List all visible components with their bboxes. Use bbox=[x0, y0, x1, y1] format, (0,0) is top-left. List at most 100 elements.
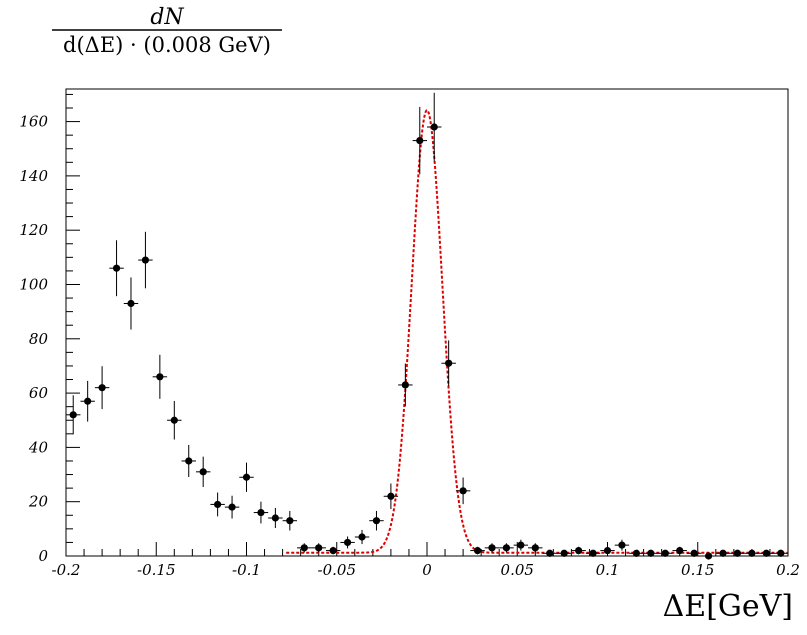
x-tick-label: -0.15 bbox=[137, 561, 175, 579]
data-point-marker bbox=[343, 538, 352, 547]
data-point-marker bbox=[127, 299, 135, 308]
data-point bbox=[455, 477, 471, 505]
data-point bbox=[268, 507, 283, 529]
data-point bbox=[427, 92, 442, 162]
data-point-marker bbox=[141, 256, 150, 264]
data-point-marker bbox=[661, 549, 669, 557]
data-point bbox=[123, 277, 139, 330]
data-point bbox=[195, 456, 211, 488]
data-point bbox=[629, 549, 644, 557]
data-point-marker bbox=[762, 549, 770, 557]
y-tick-label: 80 bbox=[29, 330, 49, 348]
data-point-marker bbox=[459, 487, 467, 495]
data-point-marker bbox=[257, 508, 265, 517]
x-tick-label: -0.1 bbox=[232, 561, 261, 579]
x-axis-title: ΔE[GeV] bbox=[663, 589, 793, 624]
data-point-marker bbox=[546, 549, 554, 557]
data-point bbox=[686, 549, 702, 557]
data-point-marker bbox=[517, 541, 525, 549]
data-point bbox=[282, 510, 298, 531]
data-point-marker bbox=[98, 384, 106, 392]
data-point-marker bbox=[156, 373, 164, 381]
data-point-marker bbox=[473, 546, 482, 555]
data-point bbox=[354, 529, 370, 545]
data-point bbox=[643, 549, 659, 557]
data-point-marker bbox=[185, 457, 193, 465]
data-point bbox=[297, 543, 312, 553]
data-point-marker bbox=[575, 546, 583, 555]
data-point-marker bbox=[647, 549, 655, 557]
data-points-layer bbox=[66, 92, 788, 560]
data-point bbox=[571, 546, 586, 555]
data-point-marker bbox=[112, 264, 121, 272]
data-point bbox=[109, 240, 124, 297]
y-axis-title: dN d(ΔE) · (0.008 GeV) bbox=[52, 5, 282, 57]
y-tick-label: 20 bbox=[28, 493, 49, 511]
x-axis-ticks: -0.2 -0.15 -0.1 -0.05 0 0.05 0.1 0.15 0.2 bbox=[52, 542, 800, 579]
data-point bbox=[239, 462, 254, 492]
data-point bbox=[340, 536, 355, 549]
data-point-marker bbox=[748, 549, 756, 557]
data-point bbox=[658, 549, 673, 557]
data-point bbox=[325, 546, 341, 555]
data-point bbox=[224, 495, 240, 519]
data-point bbox=[528, 543, 543, 553]
data-point-marker bbox=[618, 541, 626, 549]
data-point-marker bbox=[560, 549, 568, 557]
data-point bbox=[383, 483, 399, 510]
data-point bbox=[715, 549, 731, 557]
data-point-marker bbox=[589, 549, 597, 557]
data-point bbox=[138, 231, 153, 289]
data-point-marker bbox=[690, 549, 698, 557]
data-point-marker bbox=[199, 468, 207, 476]
data-point bbox=[672, 546, 687, 555]
data-point bbox=[152, 354, 168, 399]
data-point-marker bbox=[704, 552, 713, 560]
data-point-marker bbox=[632, 549, 640, 557]
data-point-marker bbox=[603, 546, 612, 555]
x-tick-label: 0.05 bbox=[501, 561, 534, 579]
data-point bbox=[66, 395, 81, 435]
data-point-marker bbox=[329, 546, 337, 555]
y-tick-label: 100 bbox=[19, 275, 48, 293]
y-axis-title-denominator: d(ΔE) · (0.008 GeV) bbox=[63, 33, 271, 57]
data-point bbox=[441, 340, 456, 387]
data-point bbox=[701, 552, 716, 560]
data-point-marker bbox=[777, 549, 785, 557]
data-point bbox=[398, 363, 413, 407]
data-point bbox=[556, 549, 572, 557]
data-point bbox=[470, 546, 485, 555]
y-axis-ticks: 0 20 40 60 80 100 120 140 160 bbox=[19, 93, 80, 565]
x-tick-label: 0.1 bbox=[596, 561, 620, 579]
data-point-marker bbox=[387, 492, 395, 500]
data-point bbox=[730, 549, 745, 557]
data-point bbox=[181, 444, 196, 477]
data-point bbox=[484, 543, 500, 553]
y-tick-label: 140 bbox=[19, 167, 48, 185]
data-point-marker bbox=[502, 544, 511, 552]
data-point-marker bbox=[242, 473, 251, 481]
data-point-marker bbox=[170, 416, 178, 424]
data-point bbox=[614, 539, 630, 551]
y-tick-label: 0 bbox=[38, 547, 48, 565]
data-point bbox=[542, 549, 557, 557]
data-point bbox=[744, 549, 760, 557]
plot-frame bbox=[65, 88, 789, 557]
data-point-marker bbox=[531, 544, 539, 552]
x-tick-label: 0 bbox=[422, 561, 432, 579]
data-point-marker bbox=[358, 533, 366, 541]
y-tick-label: 120 bbox=[19, 221, 48, 239]
data-point-marker bbox=[733, 549, 742, 557]
fit-curve-layer bbox=[286, 109, 788, 554]
data-point-marker bbox=[676, 546, 684, 555]
x-tick-label: -0.2 bbox=[52, 561, 81, 579]
x-tick-label: 0.2 bbox=[776, 561, 800, 579]
data-point-marker bbox=[445, 359, 453, 367]
data-point-marker bbox=[228, 503, 236, 511]
data-point bbox=[167, 400, 182, 440]
fit-curve-line bbox=[286, 109, 788, 554]
data-point bbox=[759, 549, 774, 557]
data-point bbox=[311, 543, 326, 553]
data-point-marker bbox=[214, 500, 222, 509]
